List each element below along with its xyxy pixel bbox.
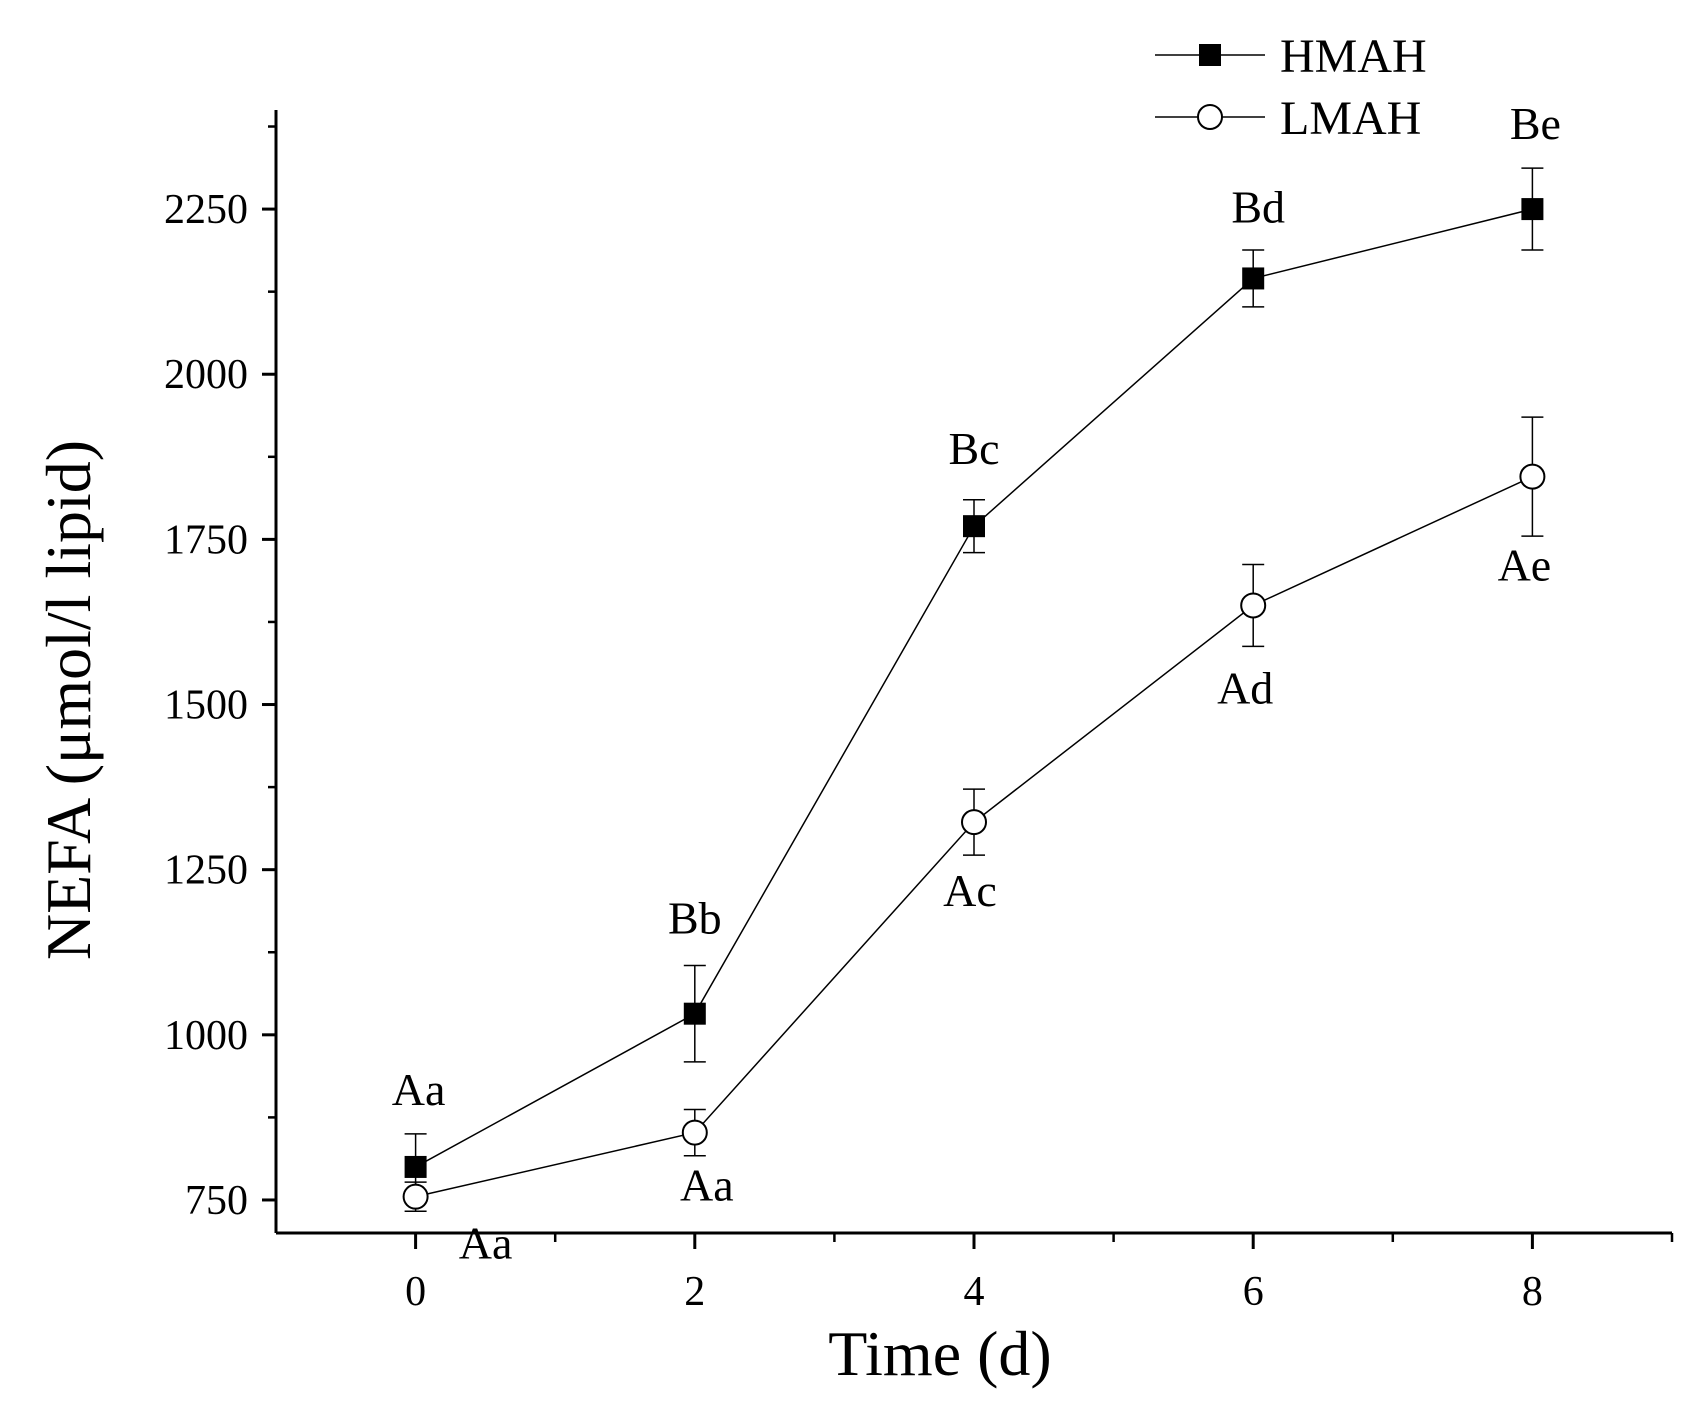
x-axis-title: Time (d) xyxy=(828,1318,1051,1389)
significance-label: Bd xyxy=(1231,181,1285,232)
data-point-hmah xyxy=(683,1002,706,1025)
data-markers xyxy=(402,198,1546,1210)
x-tick-label: 6 xyxy=(1243,1269,1264,1315)
series-line-hmah xyxy=(415,208,1533,1168)
y-tick-label: 750 xyxy=(185,1178,248,1224)
y-tick-label: 1000 xyxy=(164,1013,248,1059)
x-tick-label: 2 xyxy=(684,1269,705,1315)
y-tick-label: 1250 xyxy=(164,848,248,894)
y-tick-label: 2000 xyxy=(164,352,248,398)
data-point-lmah xyxy=(681,1119,708,1146)
axes: 750 1000 1250 1500 1750 2000 2250 0 2 4 6 8 xyxy=(164,110,1674,1315)
data-point-lmah xyxy=(961,809,987,836)
y-tick-label: 2250 xyxy=(164,187,248,233)
significance-label: Ae xyxy=(1498,540,1552,591)
significance-label: Be xyxy=(1510,98,1561,149)
significance-label: Bc xyxy=(948,423,999,474)
y-axis-title: NEFA (μmol/l lipid) xyxy=(33,440,104,960)
legend-marker-circle xyxy=(1197,104,1223,130)
data-point-lmah xyxy=(1240,592,1267,619)
data-point-lmah xyxy=(402,1183,429,1210)
significance-label: Bb xyxy=(668,893,722,944)
legend: HMAH LMAH xyxy=(1155,30,1427,145)
significance-label: Ac xyxy=(943,865,997,916)
point-labels: Aa Bb Bc Bd Be Aa Aa Ac Ad Ae xyxy=(392,98,1561,1269)
data-point-lmah xyxy=(1519,463,1546,490)
legend-label: HMAH xyxy=(1280,30,1427,83)
legend-marker-square xyxy=(1199,44,1221,66)
series-lines xyxy=(415,208,1533,1198)
significance-label: Aa xyxy=(680,1160,734,1211)
legend-label: LMAH xyxy=(1280,92,1421,145)
y-tick-label: 1750 xyxy=(164,517,248,563)
error-bars xyxy=(404,167,1544,1212)
x-tick-label: 0 xyxy=(405,1269,426,1315)
data-point-hmah xyxy=(1521,198,1544,221)
significance-label: Aa xyxy=(459,1218,513,1269)
x-tick-label: 4 xyxy=(964,1269,985,1315)
significance-label: Ad xyxy=(1217,662,1273,713)
data-point-hmah xyxy=(1242,267,1265,290)
data-point-hmah xyxy=(404,1155,427,1178)
data-point-hmah xyxy=(963,515,985,538)
x-tick-label: 8 xyxy=(1522,1269,1543,1315)
y-tick-label: 1500 xyxy=(164,683,248,729)
significance-label: Aa xyxy=(392,1064,446,1115)
